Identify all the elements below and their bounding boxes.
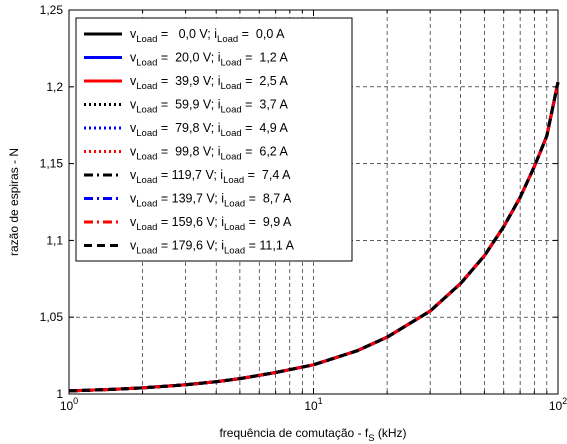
legend-entry-9: vLoad = 159,6 V; iLoad = 9,9 A	[130, 215, 292, 233]
x-tick-label: 100	[60, 396, 78, 413]
ticks: 100 101 102 1 1,05 1,1 1,15 1,2 1,25	[40, 3, 567, 413]
x-tick-label: 102	[549, 396, 567, 413]
y-tick-label: 1,15	[40, 157, 64, 171]
x-tick-label: 101	[304, 396, 322, 413]
series-layer	[68, 81, 560, 393]
y-tick-label: 1,1	[46, 233, 63, 247]
y-tick-label: 1,05	[40, 310, 64, 324]
legend-entry-5: vLoad = 79,8 V; iLoad = 4,9 A	[130, 121, 289, 139]
series-line-10	[68, 81, 560, 393]
y-axis-label: razão de espiras - N	[7, 148, 21, 256]
y-tick-label: 1	[56, 387, 63, 401]
legend-entry-7: vLoad = 119,7 V; iLoad = 7,4 A	[130, 168, 291, 186]
legend-entry-10: vLoad = 179,6 V; iLoad = 11,1 A	[130, 239, 295, 257]
legend: vLoad = 0,0 V; iLoad = 0,0 A vLoad = 20,0…	[75, 17, 353, 262]
x-axis-label: frequência de comutação - fS (kHz)	[219, 426, 406, 444]
y-tick-label: 1,2	[46, 80, 63, 94]
y-tick-label: 1,25	[40, 3, 64, 17]
legend-entry-6: vLoad = 99,8 V; iLoad = 6,2 A	[130, 145, 289, 163]
legend-entry-3: vLoad = 39,9 V; iLoad = 2,5 A	[130, 74, 289, 92]
legend-entry-4: vLoad = 59,9 V; iLoad = 3,7 A	[130, 98, 289, 116]
legend-entry-8: vLoad = 139,7 V; iLoad = 8,7 A	[130, 192, 292, 210]
legend-entry-1: vLoad = 0,0 V; iLoad = 0,0 A	[130, 27, 285, 45]
legend-entry-2: vLoad = 20,0 V; iLoad = 1,2 A	[130, 51, 289, 69]
